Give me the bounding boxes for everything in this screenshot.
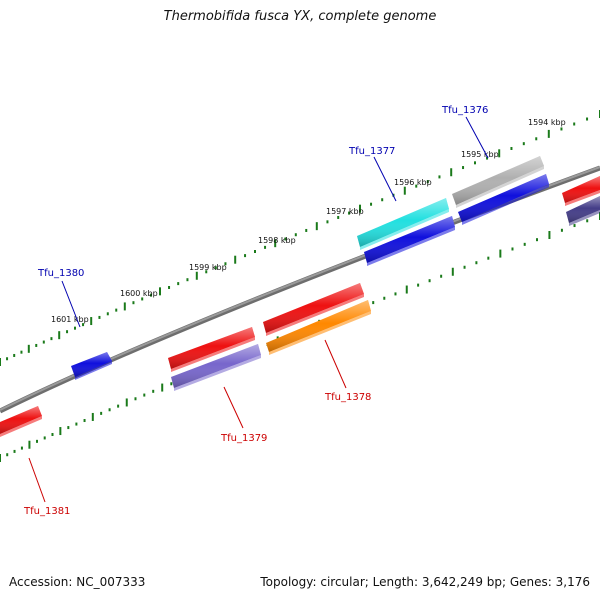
feature-shading	[364, 216, 455, 263]
tick-label: 1597 kbp	[326, 207, 364, 216]
feature-tfu-1376[interactable]	[452, 156, 544, 208]
feature-shading	[266, 300, 371, 352]
feature-tfu-1378[interactable]	[266, 300, 371, 355]
feature-shading	[0, 406, 42, 434]
feature-edge	[565, 190, 600, 206]
feature-edge	[0, 416, 42, 437]
feature-tfu-1381[interactable]	[0, 406, 42, 437]
tick-label: 1601 kbp	[51, 315, 89, 324]
feature-shading	[562, 176, 600, 203]
gene-label-tfu-1380[interactable]: Tfu_1380	[37, 268, 84, 279]
leader-tfu-1380	[61, 280, 81, 328]
feature-edge	[456, 166, 544, 208]
genome-backbone	[0, 165, 600, 414]
outer-tick-track	[0, 110, 600, 366]
gene-label-tfu-1377[interactable]: Tfu_1377	[348, 146, 395, 157]
feature-other-2[interactable]	[364, 216, 455, 266]
leader-tfu-1378	[324, 339, 347, 389]
feature-other-6[interactable]	[566, 196, 600, 226]
gene-label-tfu-1376[interactable]: Tfu_1376	[441, 105, 488, 116]
feature-shading	[168, 327, 255, 369]
gene-leader-lines	[28, 116, 489, 503]
feature-shading	[452, 156, 544, 205]
tick-label: 1598 kbp	[258, 236, 296, 245]
tick-label: 1595 kbp	[461, 150, 499, 159]
leader-tfu-1381	[28, 457, 46, 503]
gene-label-tfu-1379[interactable]: Tfu_1379	[220, 433, 267, 444]
tick-labels: 1594 kbp 1595 kbp 1596 kbp 1597 kbp 1598…	[51, 118, 566, 324]
feature-shading	[71, 352, 112, 377]
feature-shading	[171, 344, 261, 388]
feature-tfu-1380[interactable]	[71, 352, 112, 380]
feature-tfu-1377[interactable]	[357, 198, 449, 250]
feature-edge	[462, 184, 549, 225]
genome-summary-text: Topology: circular; Length: 3,642,249 bp…	[260, 575, 590, 589]
feature-edge	[569, 210, 600, 226]
feature-edge	[266, 294, 364, 336]
tick-label: 1600 kbp	[120, 289, 158, 298]
leader-tfu-1377	[373, 156, 397, 202]
feature-shading	[357, 198, 449, 247]
tick-label: 1594 kbp	[528, 118, 566, 127]
gene-features[interactable]	[0, 156, 600, 437]
feature-other-3[interactable]	[263, 283, 364, 336]
feature-edge	[171, 337, 255, 372]
gene-label-tfu-1378[interactable]: Tfu_1378	[324, 392, 371, 403]
feature-other-4[interactable]	[168, 327, 255, 372]
feature-other-1[interactable]	[458, 174, 549, 225]
feature-tfu-1379[interactable]	[171, 344, 261, 391]
tick-label: 1596 kbp	[394, 178, 432, 187]
feature-edge	[269, 311, 371, 355]
tick-label: 1599 kbp	[189, 263, 227, 272]
feature-other-5[interactable]	[562, 176, 600, 206]
leader-tfu-1376	[465, 116, 489, 159]
feature-shading	[566, 196, 600, 223]
feature-edge	[367, 227, 455, 266]
leader-tfu-1379	[223, 386, 244, 429]
gene-label-tfu-1381[interactable]: Tfu_1381	[23, 506, 70, 517]
feature-edge	[75, 361, 112, 380]
feature-shading	[263, 283, 364, 333]
map-title: Thermobifida fusca YX, complete genome	[163, 9, 437, 24]
feature-shading	[458, 174, 549, 222]
accession-text: Accession: NC_007333	[9, 575, 146, 589]
feature-edge	[174, 355, 261, 391]
feature-edge	[360, 209, 449, 250]
gene-labels: Tfu_1376 Tfu_1377 Tfu_1378 Tfu_1379 Tfu_…	[23, 105, 488, 517]
